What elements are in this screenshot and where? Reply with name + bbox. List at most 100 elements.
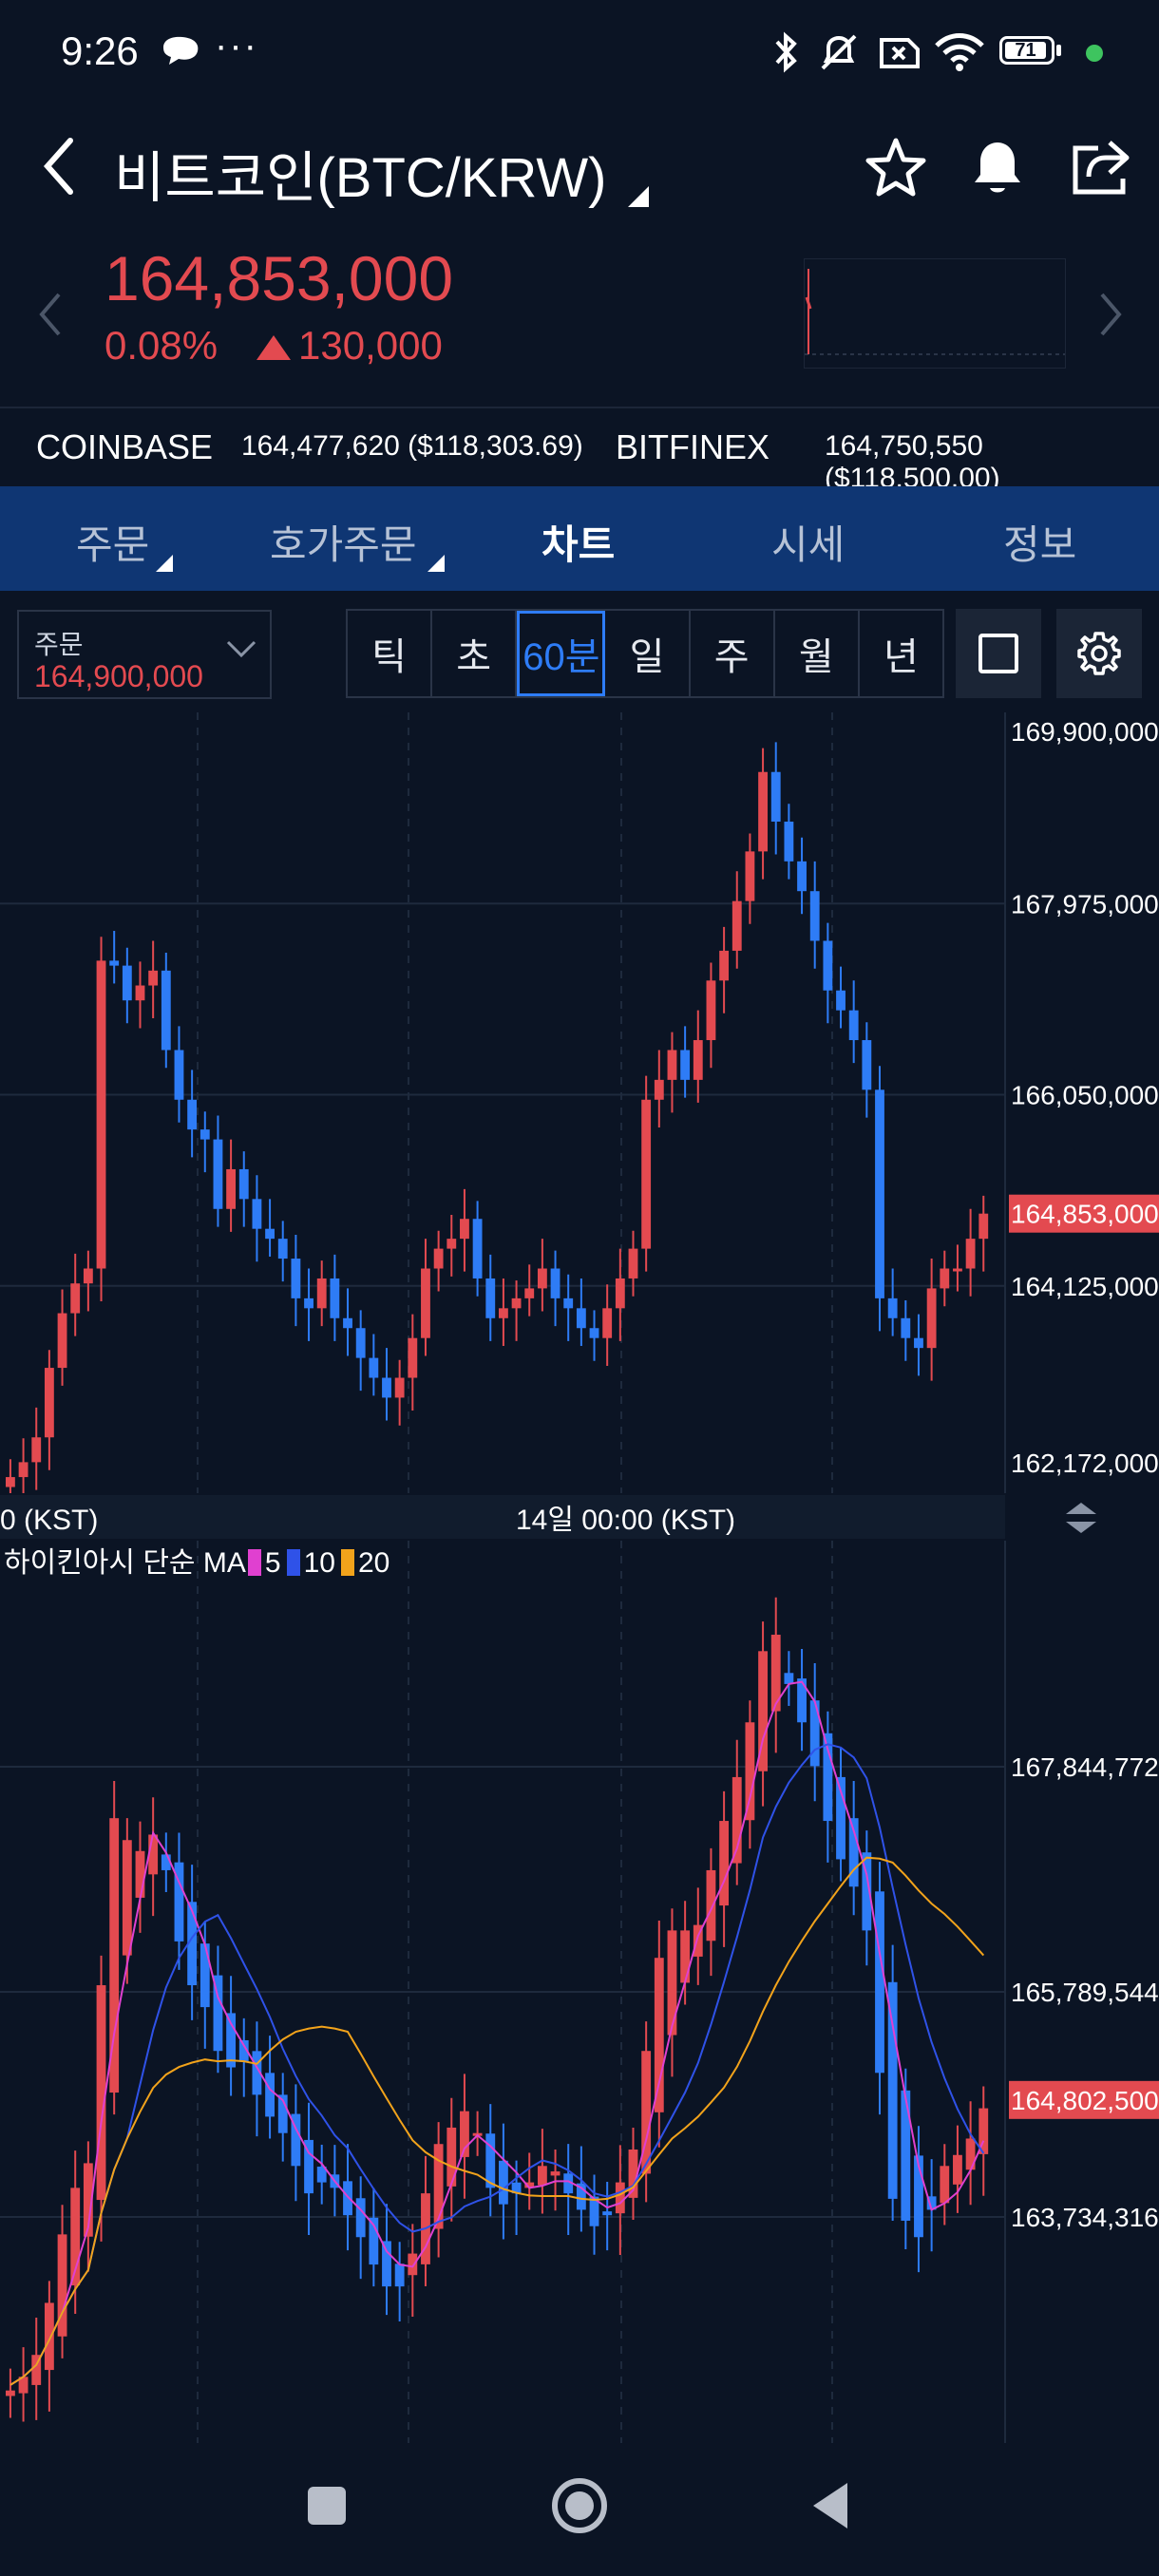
ha-candle-body	[965, 2138, 976, 2170]
current-price-tag	[1009, 2080, 1159, 2119]
order-price-value: 164,900,000	[34, 659, 203, 693]
heikin-ashi-chart[interactable]: 167,844,772 165,789,544 163,734,316 164,802…	[0, 1541, 1159, 2443]
exchange-value-coinbase: 164,477,620 ($118,303.69)	[241, 430, 583, 462]
page-title[interactable]: 비트코인(BTC/KRW)	[114, 147, 607, 209]
recent-apps-button[interactable]	[306, 2485, 348, 2531]
tab-info[interactable]: 정보	[1003, 522, 1077, 567]
change-amount: 130,000	[298, 323, 443, 368]
ha-candle-body	[848, 1818, 859, 1887]
battery-icon: 71	[999, 36, 1054, 65]
candle-body	[187, 1099, 198, 1130]
exchange-name-coinbase: COINBASE	[36, 427, 214, 466]
candle-body	[433, 1248, 444, 1269]
ha-candle-body	[602, 2211, 613, 2216]
candle-body	[291, 1259, 301, 1298]
ha-candle-body	[875, 1891, 884, 2074]
candle-body	[174, 1050, 184, 1100]
candle-body	[330, 1278, 340, 1318]
candle-body	[485, 1278, 496, 1318]
ha-candle-body	[433, 2144, 444, 2229]
ha-candle-body	[355, 2198, 366, 2238]
candle-body	[914, 1337, 923, 1349]
title-dropdown-icon[interactable]	[628, 186, 649, 207]
ha-candle-body	[446, 2127, 457, 2187]
price-chart[interactable]: 169,900,000 167,975,000 166,050,000 164,125…	[0, 712, 1159, 1493]
ha-candle-body	[18, 2377, 28, 2394]
share-icon[interactable]	[1068, 133, 1134, 204]
up-triangle-icon	[256, 335, 291, 360]
sim-off-icon	[876, 28, 922, 81]
ha-candle-body	[719, 1821, 730, 1906]
y-tick-label: 166,050,000	[1011, 1081, 1159, 1110]
chart-settings-button[interactable]	[1056, 609, 1142, 698]
y-tick-label: 169,900,000	[1011, 717, 1159, 747]
ha-candle-body	[758, 1651, 768, 1771]
ma5-swatch	[247, 1549, 261, 1576]
period-year[interactable]: 년	[884, 636, 919, 678]
period-tick[interactable]: 틱	[348, 611, 433, 696]
candle-body	[732, 900, 742, 951]
y-tick-label: 167,844,772	[1011, 1752, 1159, 1782]
y-tick-label: 165,789,544	[1011, 1978, 1159, 2007]
candle-body	[44, 1368, 54, 1438]
ha-candle-body	[213, 1975, 223, 2052]
ha-candle-body	[394, 2263, 405, 2287]
current-price-tag	[1009, 1194, 1159, 1233]
order-price-select[interactable]	[17, 610, 272, 699]
ha-candle-body	[96, 1985, 106, 2201]
period-month[interactable]: 월	[775, 611, 860, 696]
ha-candle-body	[6, 2390, 15, 2396]
candle-body	[848, 1010, 859, 1041]
period-second[interactable]: 초	[432, 611, 518, 696]
gear-icon	[1077, 632, 1121, 675]
status-time: 9:26	[61, 28, 139, 73]
y-tick-label: 164,125,000	[1011, 1272, 1159, 1301]
resize-handle-icon[interactable]	[1062, 1501, 1100, 1540]
back-nav-button[interactable]	[809, 2481, 851, 2535]
ha-candle-body	[200, 1943, 210, 2008]
candle-body	[355, 1328, 366, 1358]
home-button[interactable]	[549, 2475, 610, 2541]
ha-candle-body	[836, 1776, 846, 1860]
period-day[interactable]: 일	[605, 611, 691, 696]
candle-body	[18, 1462, 28, 1478]
candle-body	[70, 1283, 81, 1314]
ha-candle-body	[615, 2182, 625, 2214]
candle-body	[446, 1239, 457, 1249]
ma10-label: 10	[303, 1547, 335, 1579]
ha-candle-body	[252, 2051, 262, 2095]
tab-market-price[interactable]: 시세	[771, 522, 846, 567]
tab-chart[interactable]: 차트	[542, 522, 616, 567]
next-coin-arrow[interactable]	[1096, 291, 1125, 343]
alarm-bell-icon[interactable]	[963, 133, 1032, 206]
candle-body	[6, 1477, 15, 1487]
candle-body	[770, 771, 781, 823]
period-week[interactable]: 주	[691, 611, 775, 696]
chart-layout-button[interactable]	[956, 609, 1041, 698]
candle-body	[836, 990, 846, 1011]
period-60min[interactable]: 60분	[517, 611, 606, 696]
tab-orderbook-dropdown-icon	[428, 555, 445, 572]
prev-coin-arrow[interactable]	[36, 291, 65, 343]
candle-body	[83, 1268, 93, 1284]
tab-order[interactable]: 주문	[76, 522, 150, 567]
candle-body	[745, 851, 755, 901]
candle-body	[109, 960, 120, 966]
candle-body	[277, 1239, 288, 1260]
mini-price-chart[interactable]	[804, 258, 1066, 369]
tab-orderbook[interactable]: 호가주문	[270, 522, 417, 567]
time-axis[interactable]: 0 (KST) 14일 00:00 (KST)	[0, 1495, 1005, 1539]
candle-body	[706, 980, 716, 1041]
candle-body	[589, 1328, 599, 1338]
ha-candle-body	[511, 2182, 522, 2194]
ha-candle-body	[978, 2108, 989, 2154]
ha-candle-body	[770, 1635, 781, 1712]
ha-candle-body	[576, 2183, 586, 2210]
ha-candle-body	[122, 1840, 132, 1956]
favorite-star-icon[interactable]	[863, 135, 929, 206]
back-button[interactable]	[38, 133, 80, 204]
current-price-tag-text: 164,802,500	[1011, 2086, 1159, 2115]
ha-candle-body	[563, 2173, 574, 2194]
ha-candle-body	[70, 2188, 81, 2286]
ha-candle-body	[44, 2302, 54, 2371]
